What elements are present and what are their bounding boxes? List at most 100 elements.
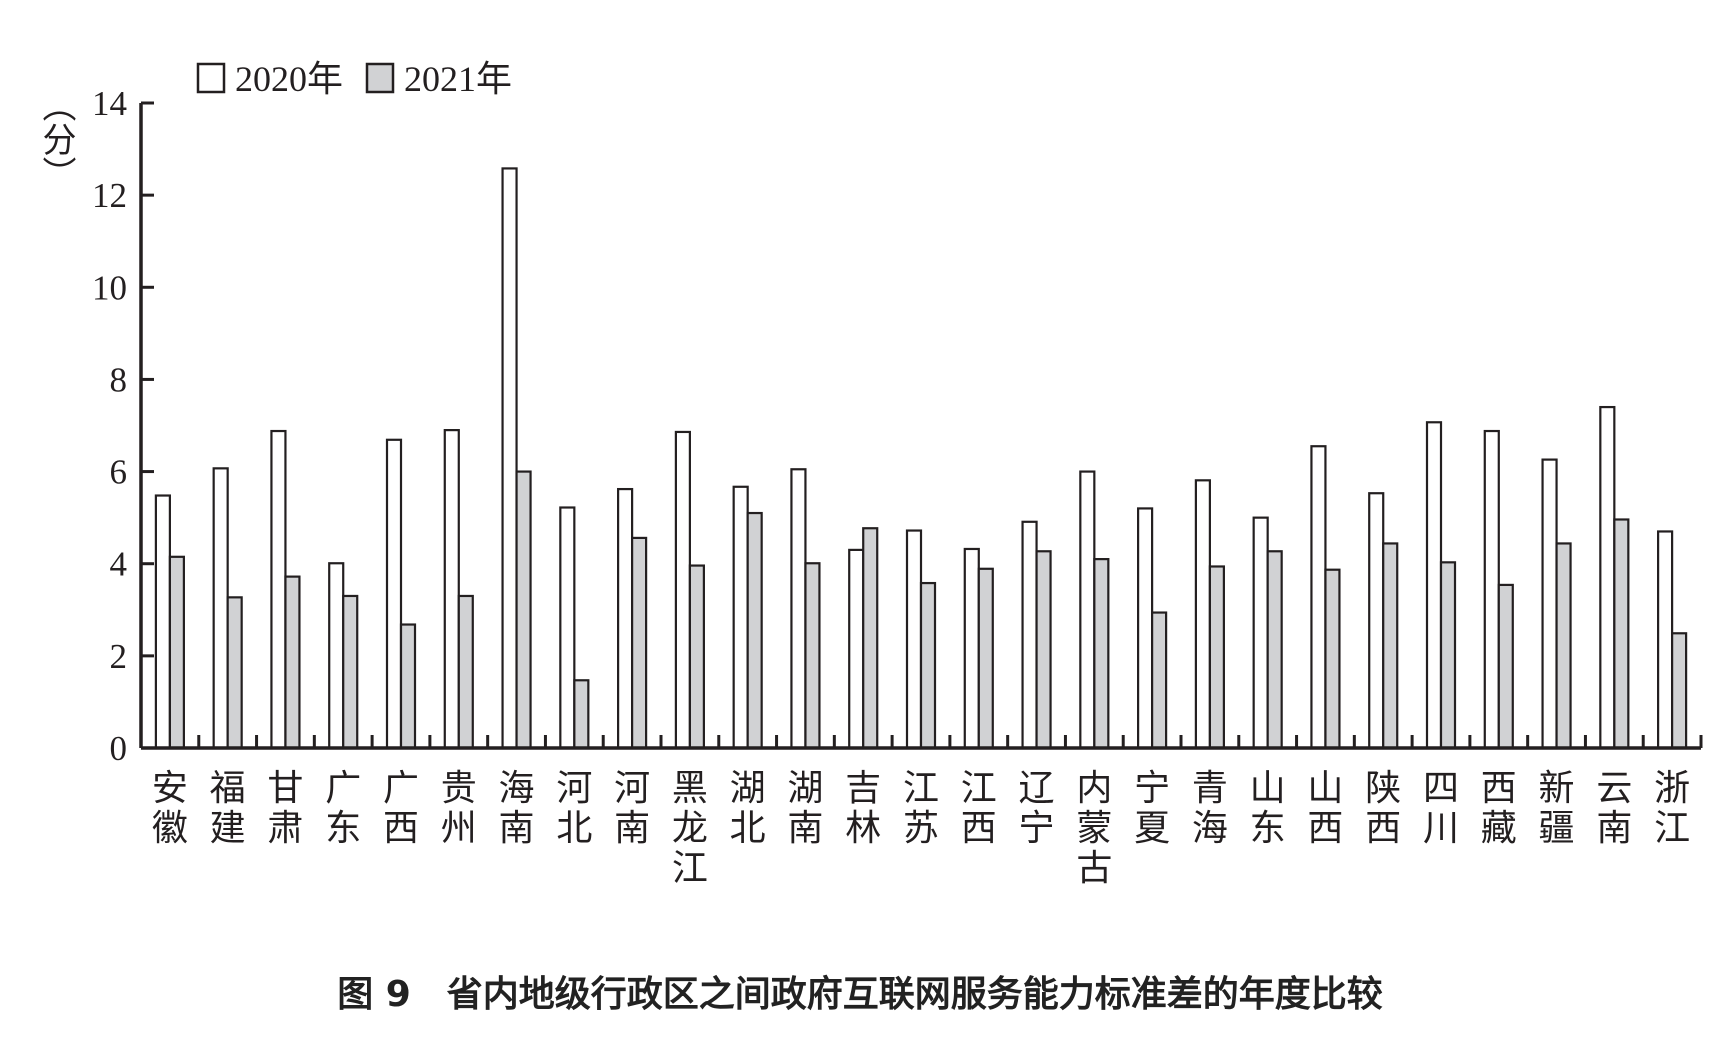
bar-2021年-青海 <box>1208 565 1225 750</box>
x-tick-label: 宁 <box>1019 808 1055 849</box>
bar-2021年-浙江 <box>1671 632 1688 750</box>
x-tick-label: 山 <box>1250 768 1286 809</box>
y-axis-label: （分） <box>36 88 76 190</box>
bar-2021年-安徽 <box>168 555 185 750</box>
x-tick-label: 西 <box>961 808 997 849</box>
x-tick-label: 建 <box>210 808 246 849</box>
y-tick-label: 4 <box>110 545 128 584</box>
bar-2020年-黑龙江 <box>674 430 691 750</box>
x-tick-label: 辽 <box>1019 768 1055 809</box>
x-tick-label: 广 <box>383 768 419 809</box>
bar-2020年-湖南 <box>790 468 807 750</box>
x-tick-label: 西 <box>1481 768 1517 809</box>
x-tick-label: 陕 <box>1365 768 1401 809</box>
bar-2020年-辽宁 <box>1021 520 1038 750</box>
bar-2021年-湖南 <box>804 562 821 750</box>
x-tick-label: 宁 <box>1134 768 1170 809</box>
bar-2020年-安徽 <box>154 494 171 750</box>
x-tick-label: 福 <box>210 768 246 809</box>
x-tick-label: 苏 <box>903 808 939 849</box>
x-tick-label: 海 <box>1192 808 1228 849</box>
bar-2021年-辽宁 <box>1035 550 1052 750</box>
bar-2020年-广西 <box>385 438 403 750</box>
x-tick-label: 黑 <box>672 768 708 809</box>
x-tick-label: 西 <box>383 808 419 849</box>
bar-2021年-河南 <box>631 536 648 750</box>
x-tick-label: 北 <box>730 808 766 849</box>
x-tick-label: 林 <box>845 808 881 849</box>
bar-2021年-贵州 <box>457 594 474 750</box>
bar-2021年-黑龙江 <box>688 564 705 750</box>
x-tick-label: 南 <box>787 808 823 849</box>
x-tick-label: 吉 <box>845 768 881 809</box>
x-tick-label: 东 <box>1250 808 1286 849</box>
legend-swatch <box>365 62 395 94</box>
bar-2020年-云南 <box>1599 405 1616 750</box>
bar-2020年-青海 <box>1194 479 1211 750</box>
x-tick-label: 江 <box>1654 808 1690 849</box>
x-tick-label: 浙 <box>1654 768 1690 809</box>
y-tick-label: 2 <box>110 637 128 676</box>
x-tick-label: 西 <box>1307 808 1343 849</box>
bar-2020年-四川 <box>1425 421 1443 750</box>
chart-title: 图 9 省内地级行政区之间政府互联网服务能力标准差的年度比较 <box>337 974 1383 1015</box>
x-tick-label: 南 <box>1596 808 1632 849</box>
bar-2020年-贵州 <box>443 429 460 750</box>
x-tick-label: 东 <box>325 808 361 849</box>
bar-2021年-云南 <box>1613 518 1630 750</box>
x-tick-label: 内 <box>1076 768 1112 809</box>
legend-label: 2021年 <box>404 59 512 99</box>
bar-2021年-广东 <box>342 594 359 750</box>
x-tick-label: 疆 <box>1539 808 1575 849</box>
bar-2020年-江苏 <box>905 529 923 750</box>
legend-swatch <box>196 62 226 94</box>
bar-2020年-西藏 <box>1483 429 1500 750</box>
bar-2020年-浙江 <box>1657 530 1674 750</box>
bar-2021年-山西 <box>1324 568 1341 750</box>
x-tick-label: 江 <box>672 848 708 889</box>
x-tick-label: 山 <box>1307 768 1343 809</box>
x-tick-label: 古 <box>1076 848 1112 889</box>
x-tick-label: 北 <box>556 808 592 849</box>
bar-2020年-福建 <box>212 467 229 750</box>
bar-2021年-甘肃 <box>284 575 301 750</box>
bar-2021年-吉林 <box>862 527 879 750</box>
bar-2020年-广东 <box>328 562 345 750</box>
x-tick-label: 西 <box>1365 808 1401 849</box>
bar-2020年-内蒙古 <box>1079 470 1096 750</box>
x-tick-label: 湖 <box>730 768 766 809</box>
x-tick-label: 海 <box>499 768 535 809</box>
bar-2021年-福建 <box>226 596 243 750</box>
x-tick-label: 广 <box>325 768 361 809</box>
x-tick-label: 四 <box>1423 768 1459 809</box>
x-tick-label: 徽 <box>152 808 188 849</box>
x-tick-label: 贵 <box>441 768 477 809</box>
bar-2021年-江苏 <box>919 581 937 750</box>
x-tick-label: 新 <box>1539 768 1575 809</box>
bar-2021年-新疆 <box>1555 542 1572 750</box>
bar-2021年-广西 <box>399 623 417 750</box>
bar-2021年-四川 <box>1439 561 1457 750</box>
x-tick-label: 云 <box>1596 768 1632 809</box>
bar-2020年-江西 <box>963 547 980 750</box>
bar-2020年-海南 <box>501 167 518 750</box>
bar-2021年-陕西 <box>1382 542 1399 750</box>
bar-2020年-河北 <box>559 506 576 750</box>
x-tick-label: 肃 <box>267 808 303 849</box>
bar-2020年-陕西 <box>1368 492 1385 750</box>
x-tick-label: 南 <box>499 808 535 849</box>
x-tick-label: 州 <box>441 808 477 849</box>
x-tick-label: 河 <box>556 768 592 809</box>
y-tick-label: 8 <box>110 360 128 399</box>
x-tick-label: 湖 <box>787 768 823 809</box>
bar-2021年-内蒙古 <box>1093 558 1110 750</box>
x-tick-label: 青 <box>1192 768 1228 809</box>
bar-2021年-河北 <box>573 679 590 750</box>
x-tick-label: 蒙 <box>1076 808 1112 849</box>
bar-2020年-新疆 <box>1541 458 1558 750</box>
y-tick-label: 12 <box>92 176 127 215</box>
x-tick-label: 安 <box>152 768 188 809</box>
x-tick-label: 河 <box>614 768 650 809</box>
y-tick-label: 6 <box>110 453 128 492</box>
